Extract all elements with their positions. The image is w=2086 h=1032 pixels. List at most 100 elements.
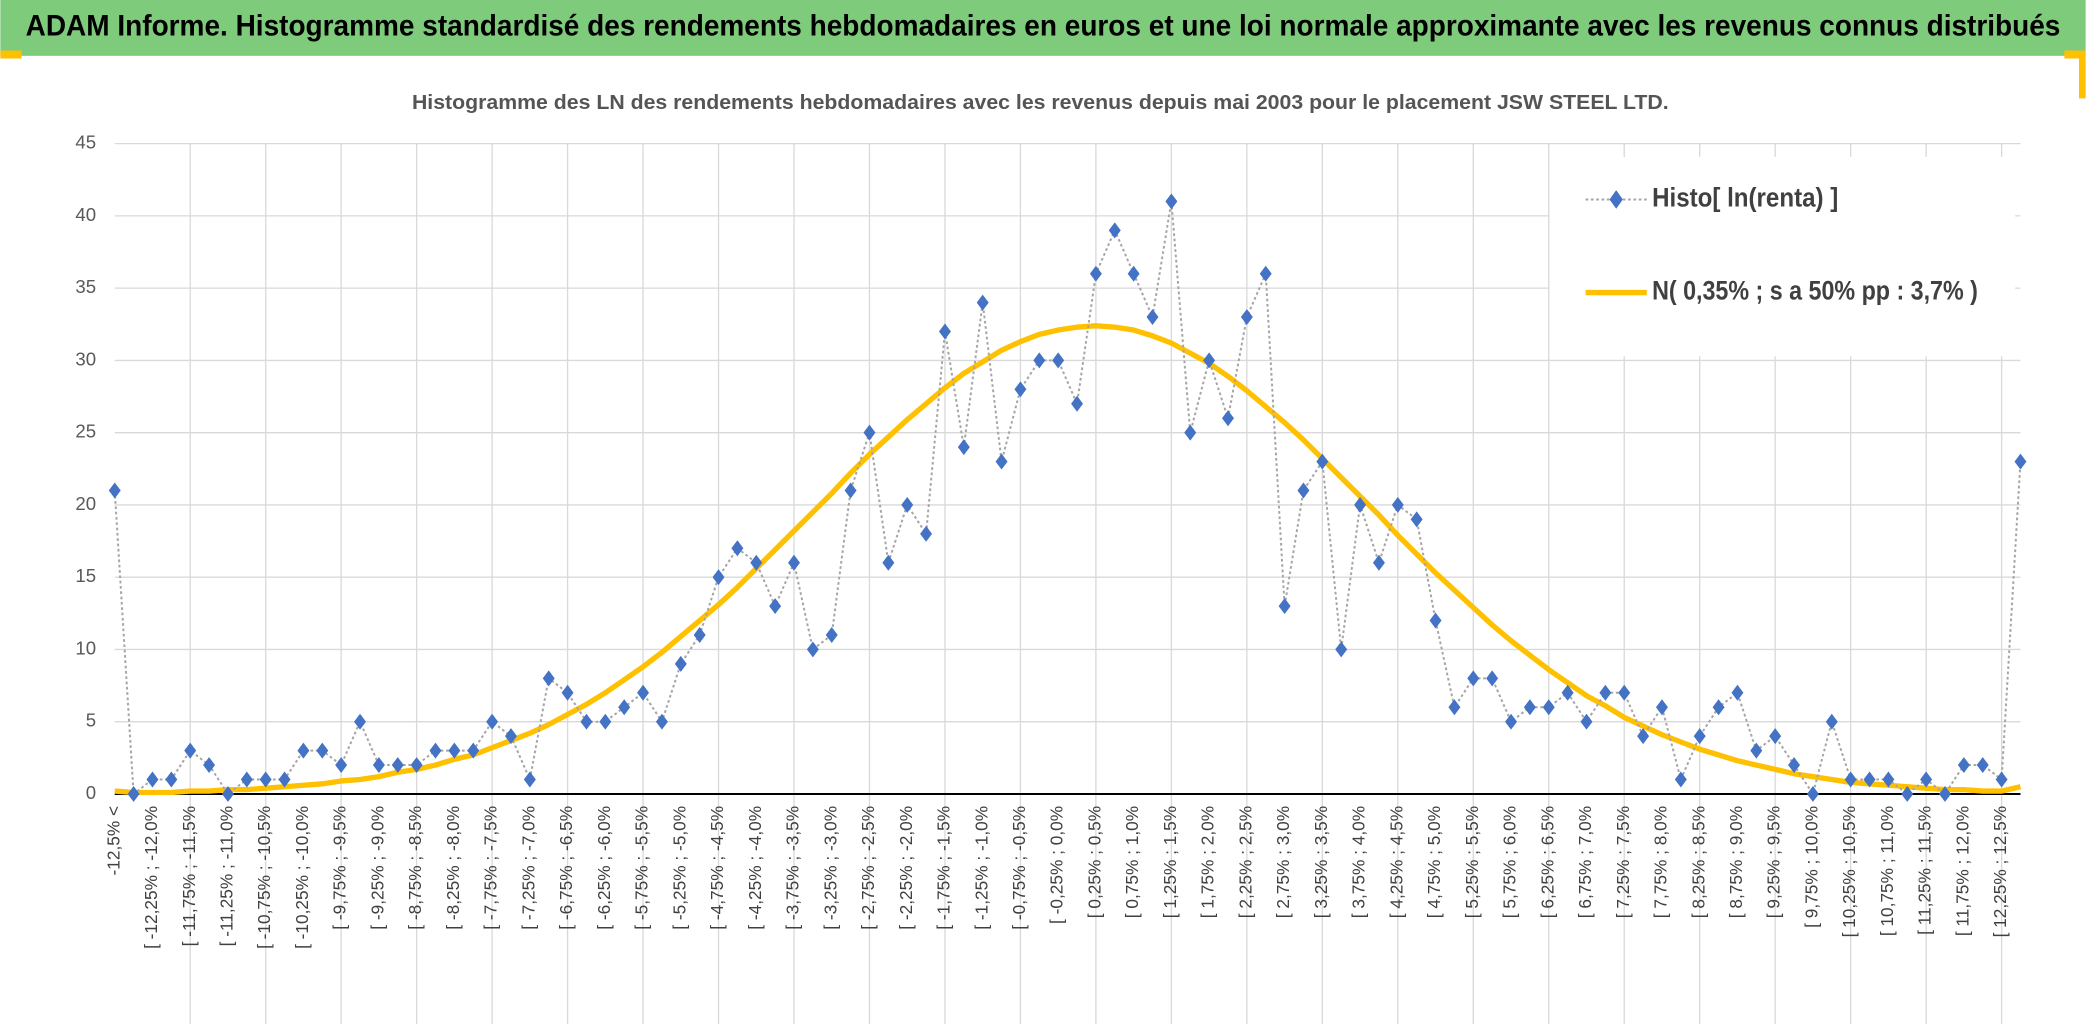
marker (1523, 699, 1536, 716)
y-tick-label: 25 (75, 421, 96, 442)
marker (203, 757, 216, 774)
corner (2078, 58, 2086, 99)
marker (1580, 713, 1593, 730)
x-tick-label: [ 3,75% ; 4,0% (1349, 806, 1369, 918)
marker (2014, 453, 2027, 470)
marker (1957, 757, 1970, 774)
marker (335, 757, 348, 774)
marker (429, 742, 442, 759)
x-tick-label: [ -6,25% ; -6,0% (594, 806, 614, 930)
marker (467, 742, 480, 759)
x-tick-label: [ 8,25% ; 8,5% (1688, 806, 1708, 918)
marker (1278, 598, 1291, 615)
marker (844, 482, 857, 499)
x-tick-label: [ 2,75% ; 3,0% (1273, 806, 1293, 918)
x-tick-label: [ 4,75% ; 5,0% (1424, 806, 1444, 918)
x-tick-label: [ -6,75% ; -6,5% (556, 806, 576, 930)
x-tick-label: [ 8,75% ; 9,0% (1726, 806, 1746, 918)
x-tick-label: [ -10,75% ; -10,5% (254, 806, 274, 949)
marker (863, 424, 876, 441)
x-tick-label: [ 12,25% ; 12,5% (1990, 806, 2010, 937)
x-tick-label: [ -5,25% ; -5,0% (669, 806, 689, 930)
x-tick-label: [ -9,75% ; -9,5% (330, 806, 350, 930)
x-tick-label: [ -2,25% ; -2,0% (896, 806, 916, 930)
x-tick-label: [ -11,25% ; -11,0% (217, 806, 237, 946)
x-tick-label: [ 10,25% ; 10,5% (1839, 806, 1859, 937)
x-tick-label: [ -8,25% ; -8,0% (443, 806, 463, 930)
x-tick-label: [ -12,25% ; -12,0% (141, 806, 161, 949)
x-tick-label: [ 1,75% ; 2,0% (1198, 806, 1218, 918)
x-tick-label: [ 6,25% ; 6,5% (1537, 806, 1557, 918)
marker (1825, 713, 1838, 730)
x-tick-label: [ 3,25% ; 3,5% (1311, 806, 1331, 918)
x-tick-label: [ -1,25% ; -1,0% (971, 806, 991, 930)
marker (1674, 771, 1687, 788)
x-tick-label: [ 6,75% ; 7,0% (1575, 806, 1595, 918)
marker (1108, 222, 1121, 239)
marker (1844, 771, 1857, 788)
x-tick-label: [ -3,25% ; -3,0% (820, 806, 840, 930)
marker (920, 525, 933, 542)
corner (2064, 50, 2086, 59)
y-tick-label: 35 (75, 276, 96, 297)
y-tick-label: 5 (86, 710, 96, 731)
y-tick-label: 0 (86, 782, 96, 803)
marker (184, 742, 197, 759)
marker (1033, 352, 1046, 369)
marker (1354, 496, 1367, 513)
marker (1769, 728, 1782, 745)
marker (1939, 785, 1951, 802)
x-tick-label: [ 11,25% ; 11,5% (1915, 806, 1935, 935)
x-tick-label: [ 10,75% ; 11,0% (1877, 806, 1897, 936)
marker (882, 554, 895, 571)
marker (1995, 771, 2008, 788)
y-tick-label: 30 (75, 348, 96, 369)
x-tick-label: [ 7,75% ; 8,0% (1651, 806, 1671, 918)
x-tick-label: [ 0,25% ; 0,5% (1084, 806, 1104, 918)
marker (1750, 742, 1763, 759)
x-tick-label: [ -7,25% ; -7,0% (518, 806, 538, 930)
marker (637, 684, 650, 701)
marker (1901, 785, 1914, 802)
y-tick-label: 20 (75, 493, 96, 514)
marker (731, 540, 744, 557)
marker (995, 453, 1008, 470)
marker (448, 742, 461, 759)
marker (391, 757, 404, 774)
marker (1882, 771, 1895, 788)
marker (788, 554, 800, 571)
marker (1976, 757, 1989, 774)
marker (1146, 309, 1159, 326)
marker (580, 713, 593, 730)
x-tick-label: [ 9,75% ; 10,0% (1801, 806, 1821, 928)
marker (1297, 482, 1310, 499)
marker (806, 641, 819, 658)
marker (1448, 699, 1461, 716)
x-tick-label: [ 5,25% ; 5,5% (1462, 806, 1482, 918)
marker (165, 771, 178, 788)
marker (410, 757, 423, 774)
marker (1410, 511, 1423, 528)
x-tick-label: [ -5,75% ; -5,5% (632, 806, 652, 930)
x-tick-label: [ 5,75% ; 6,0% (1500, 806, 1520, 918)
marker (1920, 771, 1933, 788)
marker (1203, 352, 1216, 369)
x-tick-label: [ -8,75% ; -8,5% (405, 806, 425, 930)
x-tick-label: [ -2,75% ; -2,5% (858, 806, 878, 930)
x-tick-label: [ 4,25% ; 4,5% (1386, 806, 1406, 918)
marker (1618, 684, 1631, 701)
y-tick-label: 45 (75, 132, 96, 153)
series-line (114, 323, 2022, 796)
marker (221, 785, 234, 802)
x-tick-label: [ -1,75% ; -1,5% (934, 806, 954, 930)
marker (1505, 713, 1518, 730)
marker (316, 742, 329, 759)
y-tick-label: 10 (75, 637, 96, 658)
y-tick-label: 40 (75, 204, 96, 225)
marker (1806, 785, 1819, 802)
marker (825, 627, 838, 643)
marker (1561, 684, 1574, 701)
marker (1542, 699, 1555, 716)
marker (240, 771, 253, 788)
